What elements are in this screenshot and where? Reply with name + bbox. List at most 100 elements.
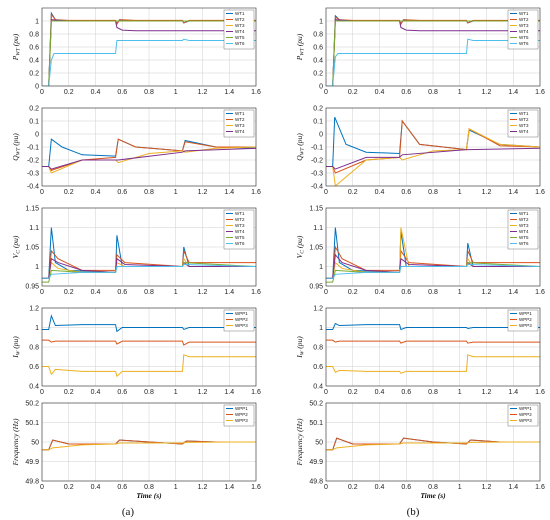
- plot-a1-frame: [41, 107, 257, 187]
- plot-b1-xtick-label: 0.6: [401, 189, 411, 196]
- plot-a0-legend-box: [223, 9, 255, 50]
- plot-a0-xtick-label: 1: [174, 89, 178, 96]
- plot-a2-ylabel: VC (pu): [11, 235, 22, 258]
- plot-b2-legend-box: [507, 209, 539, 250]
- plot-b1-frame: [325, 107, 541, 187]
- plot-b4-legend-entry: WPP2: [519, 412, 532, 417]
- plot-a3-ytick-label: 1: [35, 325, 39, 332]
- plot-b4-xlabel: Time (s): [420, 491, 446, 500]
- plot-a0-legend-entry: WT1: [235, 11, 245, 16]
- plot-a1-legend-entry: WT3: [235, 123, 245, 128]
- plot-b0-legend-entry: WT1: [519, 11, 529, 16]
- plot-b0-legend-entry: WT2: [519, 17, 529, 22]
- plot-a1-xtick-label: 1.2: [198, 189, 208, 196]
- plot-b1-series-wt3: [326, 128, 540, 186]
- plot-b4-legend-entry: WPP1: [519, 406, 532, 411]
- plot-a3-xtick-label: 1: [174, 389, 178, 396]
- plot-a0-xtick-label: 1.6: [251, 89, 261, 96]
- plot-a0-ytick-label: 1: [35, 19, 39, 26]
- plot-a4-legend-entry: WPP3: [235, 418, 248, 423]
- plot-a4-xlabel: Time (s): [136, 491, 162, 500]
- plot-b2-xtick-label: 0.4: [375, 289, 385, 296]
- plot-a2-legend-entry: WT2: [235, 217, 245, 222]
- plot-a0-xtick-label: 0: [40, 89, 44, 96]
- plot-a0-series-wt6: [42, 38, 256, 86]
- plot-a2-frame: [41, 207, 257, 287]
- plot-a1-legend-entry: WT4: [235, 129, 245, 134]
- plot-a1-legend-entry: WT1: [235, 111, 245, 116]
- plot-b0-legend-entry: WT3: [519, 23, 529, 28]
- plot-b3-ytick-label: 0.4: [313, 384, 323, 391]
- plot-b0: 0 0.2 0.4 0.6 0.8 1 1.2 1.4 1.6 0 0.2 0.4 0.6 0.8 1 WT1…: [295, 7, 545, 96]
- plot-a4-xtick-label: 1.4: [224, 484, 234, 491]
- plot-a0-xtick-label: 0.6: [117, 89, 127, 96]
- plot-b4-xtick-label: 0.8: [428, 484, 438, 491]
- plot-a1-xtick-label: 1: [174, 189, 178, 196]
- plot-b4-series-wpp3: [326, 441, 540, 451]
- plot-a2-legend-entry: WT3: [235, 223, 245, 228]
- plot-a2-xtick-label: 1.6: [251, 289, 261, 296]
- plot-a1-ylabel: QWT (pu): [11, 133, 22, 161]
- plot-b2-xtick-label: 1: [458, 289, 462, 296]
- plot-b3-xtick-label: 1.6: [535, 389, 545, 396]
- plot-b2-legend-entry: WT5: [519, 235, 529, 240]
- plot-a4-series-wpp3: [42, 441, 256, 451]
- plot-b4-xtick-label: 1.4: [508, 484, 518, 491]
- plot-b3-ytick-label: 1: [319, 325, 323, 332]
- plot-b3-ylabel: IW (pu): [295, 336, 306, 359]
- plot-b4-xtick-label: 0.2: [348, 484, 358, 491]
- plot-b1-series-wt4: [326, 147, 540, 170]
- plot-b2-xtick-label: 0.8: [428, 289, 438, 296]
- plot-b1-legend-entry: WT2: [519, 117, 529, 122]
- plot-b3: 0 0.2 0.4 0.6 0.8 1 1.2 1.4 1.6 0.4 0.6 0.8 1 1.2 WPP1…: [295, 306, 545, 397]
- plot-b3-xtick-label: 0: [324, 389, 328, 396]
- plot-a0-xtick-label: 1.2: [198, 89, 208, 96]
- plot-b1: 0 0.2 0.4 0.6 0.8 1 1.2 1.4 1.6 -0.4 -0.3 -0.2 -0.1 0…: [295, 106, 545, 197]
- plot-b2-xtick-label: 0: [324, 289, 328, 296]
- plot-b2-ytick-label: 1.1: [313, 225, 323, 232]
- plot-b2-series-wt3: [326, 227, 540, 279]
- plot-b3-legend-entry: WPP3: [519, 323, 532, 328]
- plot-a4-ytick-label: 49.8: [25, 479, 39, 486]
- plot-b0-ytick-label: 0: [319, 84, 323, 91]
- plot-a1-ytick-label: -0.1: [27, 145, 39, 152]
- plot-a3-legend-entry: WPP3: [235, 323, 248, 328]
- plot-b1-ytick-label: 0: [319, 132, 323, 139]
- plot-a2-xtick-label: 1.4: [224, 289, 234, 296]
- plot-b0-ylabel: PWT (pu): [295, 33, 306, 61]
- plot-b1-xtick-label: 1.4: [508, 189, 518, 196]
- plot-b0-xtick-label: 1.2: [482, 89, 492, 96]
- plot-b4-xtick-label: 0.4: [375, 484, 385, 491]
- plot-a1-series-wt2: [42, 138, 256, 171]
- plot-b0-xtick-label: 0.4: [375, 89, 385, 96]
- plot-a3-xtick-label: 0: [40, 389, 44, 396]
- plot-a3-xtick-label: 1.2: [198, 389, 208, 396]
- plot-b4-ytick-label: 49.9: [309, 459, 323, 466]
- plot-a0-ytick-label: 0.2: [29, 71, 39, 78]
- plot-a2-xtick-label: 0.2: [64, 289, 74, 296]
- plot-b3-legend-entry: WPP2: [519, 317, 532, 322]
- plot-a2-legend-box: [223, 209, 255, 250]
- plot-b0-ytick-label: 0.8: [313, 32, 323, 39]
- plot-b0-frame: [325, 7, 541, 87]
- plot-b4-series-wpp2: [326, 437, 540, 451]
- plot-a2-ytick-label: 1.15: [25, 206, 39, 213]
- plot-a0-xtick-label: 0.4: [91, 89, 101, 96]
- plot-a3-xtick-label: 0.8: [144, 389, 154, 396]
- plot-a0-xtick-label: 0.8: [144, 89, 154, 96]
- plot-a2-series-wt4: [42, 257, 256, 279]
- plot-b0-xtick-label: 0.8: [428, 89, 438, 96]
- plot-b3-xtick-label: 0.2: [348, 389, 358, 396]
- plot-a1-xtick-label: 0.6: [117, 189, 127, 196]
- plot-a2-xtick-label: 0.4: [91, 289, 101, 296]
- plot-b2-xtick-label: 0.2: [348, 289, 358, 296]
- plot-a0: 0 0.2 0.4 0.6 0.8 1 1.2 1.4 1.6 0 0.2 0.4 0.6 0.8 1 WT1…: [11, 7, 261, 96]
- plot-b4-xtick-label: 0: [324, 484, 328, 491]
